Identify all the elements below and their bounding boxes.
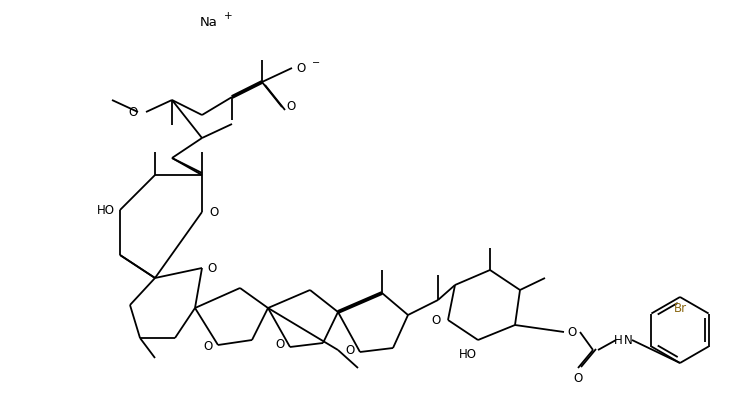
Text: O: O xyxy=(296,62,306,74)
Text: O: O xyxy=(568,325,577,339)
Text: O: O xyxy=(345,344,354,356)
Text: O: O xyxy=(129,105,138,119)
Text: N: N xyxy=(624,334,633,347)
Text: O: O xyxy=(574,372,583,385)
Text: O: O xyxy=(210,206,219,218)
Text: O: O xyxy=(204,340,213,354)
Text: −: − xyxy=(312,58,320,68)
Text: Br: Br xyxy=(674,302,686,316)
Text: O: O xyxy=(286,100,295,114)
Text: O: O xyxy=(431,313,441,327)
Text: +: + xyxy=(224,11,233,21)
Text: HO: HO xyxy=(97,204,115,216)
Text: O: O xyxy=(207,261,216,275)
Text: H: H xyxy=(614,334,622,347)
Text: O: O xyxy=(275,339,285,351)
Text: Na: Na xyxy=(200,16,218,28)
Text: HO: HO xyxy=(459,347,477,361)
